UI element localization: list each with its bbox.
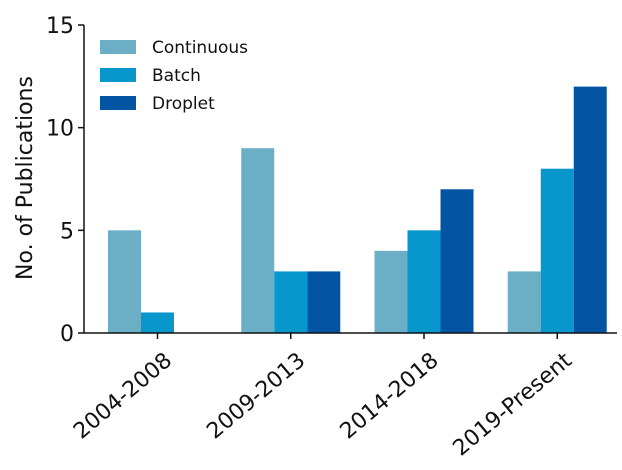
bar-batch-3 bbox=[540, 168, 574, 333]
legend-label-droplet: Droplet bbox=[152, 94, 215, 114]
legend-swatch-continuous bbox=[100, 40, 136, 54]
bar-droplet-1 bbox=[307, 271, 341, 333]
bars-group bbox=[108, 86, 607, 333]
x-tick-label: 2009-2013 bbox=[202, 348, 310, 444]
y-ticks-group: 0 5 10 15 bbox=[46, 14, 84, 347]
bar-droplet-2 bbox=[440, 189, 474, 333]
legend-label-batch: Batch bbox=[152, 66, 201, 86]
x-tick-label: 2019-Present bbox=[449, 348, 578, 462]
legend-swatch-droplet bbox=[100, 96, 136, 110]
bar-continuous-3 bbox=[507, 271, 541, 333]
bar-droplet-3 bbox=[573, 86, 607, 333]
bar-batch-1 bbox=[274, 271, 308, 333]
bar-continuous-0 bbox=[108, 230, 141, 333]
bar-continuous-2 bbox=[374, 250, 408, 333]
legend: Continuous Batch Droplet bbox=[100, 38, 248, 114]
y-tick-label: 15 bbox=[46, 14, 74, 39]
legend-label-continuous: Continuous bbox=[152, 38, 248, 58]
axes-group bbox=[83, 25, 617, 334]
bar-continuous-1 bbox=[241, 148, 275, 333]
bar-batch-0 bbox=[141, 312, 174, 333]
y-tick-label: 10 bbox=[46, 117, 74, 142]
x-tick-label: 2014-2018 bbox=[336, 348, 444, 444]
y-tick-label: 5 bbox=[60, 219, 74, 244]
x-ticks-group: 2004-2008 2009-2013 2014-2018 2019-Present bbox=[69, 333, 577, 461]
x-tick-label: 2004-2008 bbox=[69, 348, 177, 444]
bar-batch-2 bbox=[407, 230, 441, 333]
legend-swatch-batch bbox=[100, 68, 136, 82]
y-axis-title: No. of Publications bbox=[13, 76, 38, 280]
y-tick-label: 0 bbox=[60, 322, 74, 347]
